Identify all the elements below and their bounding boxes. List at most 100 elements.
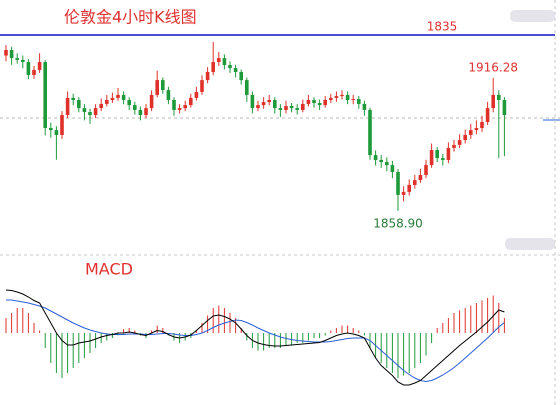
candle-body — [166, 90, 171, 100]
candle-body — [480, 121, 484, 129]
candle-body — [233, 68, 238, 72]
candle-body — [82, 108, 87, 113]
candle-body — [295, 108, 299, 110]
candle-body — [77, 100, 81, 109]
candle-body — [491, 94, 495, 109]
candle-body — [144, 108, 148, 116]
level-label: 1835 — [427, 20, 458, 34]
candle-body — [401, 191, 406, 195]
candle-body — [390, 165, 395, 172]
candle-body — [301, 103, 305, 110]
candle-body — [177, 108, 182, 110]
candle-body — [49, 128, 53, 131]
candle-body — [452, 144, 456, 148]
candle-body — [161, 80, 165, 91]
candle-body — [312, 100, 316, 104]
candle-body — [37, 62, 42, 70]
macd-title: MACD — [85, 260, 133, 279]
candle-body — [200, 80, 204, 92]
candle-body — [323, 100, 327, 106]
candle-body — [127, 100, 131, 106]
candle-body — [54, 130, 59, 135]
candle-body — [245, 80, 249, 95]
candle-body — [345, 94, 350, 100]
candle-body — [4, 50, 8, 56]
candle-body — [155, 80, 159, 95]
candle-body — [65, 97, 70, 116]
candle-body — [88, 112, 92, 116]
candle-body — [121, 94, 126, 100]
candle-body — [273, 100, 277, 109]
low-label: 1858.90 — [373, 216, 423, 230]
candle-body — [407, 184, 411, 192]
candle-body — [256, 105, 260, 109]
candle-body — [138, 109, 143, 116]
candle-body — [340, 94, 344, 97]
candle-body — [357, 99, 361, 104]
blurred-label — [505, 238, 555, 250]
dea-line — [6, 299, 505, 383]
candle-body — [217, 58, 221, 63]
candle-body — [502, 100, 507, 116]
candle-body — [306, 100, 311, 104]
candle-body — [385, 162, 389, 166]
candle-body — [60, 115, 64, 135]
candle-body — [205, 71, 210, 81]
candle-body — [373, 155, 378, 160]
candle-body — [469, 130, 473, 135]
candle-body — [278, 108, 283, 110]
candle-body — [105, 100, 109, 104]
candle-body — [413, 180, 417, 185]
candle-body — [396, 171, 400, 195]
candle-body — [317, 103, 322, 106]
candle-body — [362, 103, 367, 110]
candle-body — [289, 106, 294, 109]
high-label: 1916.28 — [468, 61, 518, 75]
candle-body — [435, 150, 439, 159]
candle-body — [267, 100, 271, 103]
dif-line — [5, 289, 505, 386]
candle-body — [463, 134, 467, 141]
candle-body — [418, 175, 423, 181]
candle-body — [71, 97, 75, 100]
candle-body — [429, 150, 434, 166]
candle-body — [194, 91, 199, 98]
candle-body — [116, 94, 120, 98]
candle-body — [424, 165, 428, 175]
candle-body — [368, 109, 372, 156]
candle-body — [26, 62, 31, 75]
candle-body — [485, 108, 490, 122]
candle-body — [239, 71, 243, 81]
candle-body — [110, 97, 115, 100]
candle-body — [261, 102, 266, 106]
candle-body — [133, 105, 137, 110]
candle-body — [32, 69, 36, 75]
candle-body — [329, 97, 333, 100]
candle-body — [228, 65, 232, 69]
candle-body — [99, 103, 103, 109]
blurred-label — [510, 10, 555, 22]
candle-body — [457, 140, 462, 145]
candle-body — [9, 50, 14, 59]
candle-body — [474, 128, 479, 131]
candle-body — [446, 147, 451, 160]
candle-body — [93, 108, 98, 116]
candle-body — [334, 96, 339, 98]
candle-body — [43, 62, 47, 129]
candle-body — [21, 59, 25, 63]
candle-body — [441, 158, 445, 160]
chart-title: 伦敦金4小时K线图 — [64, 8, 197, 27]
candle-body — [351, 99, 355, 101]
candle-body — [250, 94, 255, 109]
candle-body — [379, 159, 383, 163]
candle-body — [149, 94, 154, 109]
candle-body — [222, 58, 227, 66]
candle-body — [211, 62, 215, 72]
candle-body — [284, 106, 288, 110]
candle-body — [497, 94, 501, 100]
candle-body — [183, 105, 187, 109]
candle-body — [15, 58, 19, 60]
candle-body — [172, 100, 176, 110]
